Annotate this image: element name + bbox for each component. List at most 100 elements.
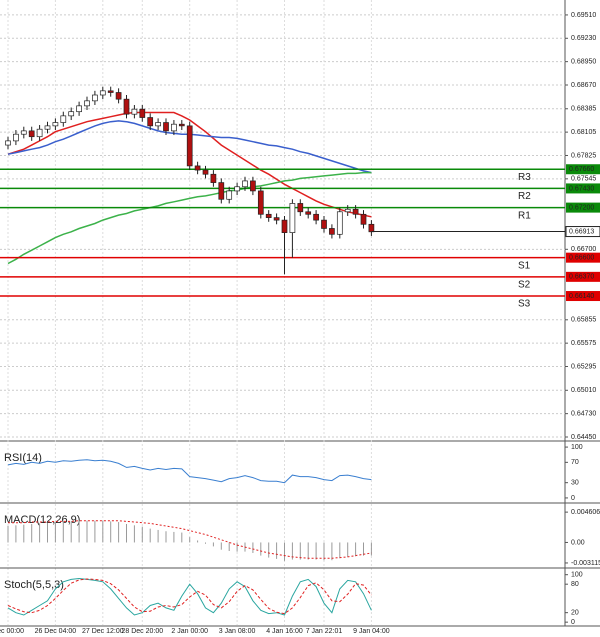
candle-body [321, 219, 327, 229]
candle-body [28, 130, 35, 138]
candle-body [360, 213, 367, 225]
candle-body [226, 190, 233, 200]
line [7, 577, 372, 616]
x-tick-label: 2 Jan 00:00 [171, 628, 208, 635]
last-price-label: 0.66913 [569, 228, 594, 235]
x-tick-label: 3 Jan 08:00 [219, 628, 256, 635]
level-label: 0.66370 [569, 274, 594, 281]
level-name: S3 [518, 299, 531, 310]
level-tag [566, 252, 600, 263]
candle-body [139, 108, 146, 118]
last-price-tag [565, 226, 600, 238]
x-tick-label: Dec 00:00 [0, 628, 24, 635]
candle-body [281, 219, 288, 233]
y-tick-label: 0.64730 [571, 410, 596, 417]
candle-body [202, 169, 209, 175]
candle-body [115, 92, 122, 100]
y-tick-label: 0.68105 [571, 129, 596, 136]
x-tick-label: 27 Dec 12:00 [82, 628, 124, 635]
candle-body [186, 125, 193, 167]
candle-body [273, 217, 280, 221]
candle-body [52, 122, 59, 127]
candle-body [147, 117, 154, 127]
panel-title: MACD(12,26,9) [4, 514, 80, 526]
candle-body [163, 122, 169, 132]
y-tick-label: 30 [571, 480, 579, 487]
candle-body [313, 213, 319, 221]
candle-body [242, 180, 248, 188]
x-tick-label: 7 Jan 22:01 [306, 628, 343, 635]
candle-body [344, 208, 351, 213]
candle-body [107, 90, 114, 93]
y-tick-label: 0.68950 [571, 58, 596, 65]
level-label: 0.66600 [569, 255, 594, 262]
line [7, 171, 372, 265]
y-tick-label: 0.69510 [571, 12, 596, 19]
candle-body [171, 123, 177, 132]
line [7, 578, 372, 615]
level-tag [566, 202, 600, 213]
x-tick-label: 26 Dec 04:00 [35, 628, 77, 635]
candle-body [257, 190, 264, 215]
candle-body [194, 165, 201, 171]
candle-body [13, 133, 19, 142]
y-tick-label: 0.66700 [571, 246, 596, 253]
level-label: 0.67200 [569, 204, 594, 211]
level-name: R3 [518, 172, 531, 183]
candle-body [20, 130, 27, 135]
y-tick-label: 0.65855 [571, 317, 596, 324]
candle-body [123, 98, 130, 115]
y-tick-label: 0.65010 [571, 387, 596, 394]
candle-body [68, 111, 75, 117]
candle-body [84, 100, 90, 107]
candle-body [36, 128, 43, 138]
line [8, 520, 372, 559]
candle-body [178, 123, 185, 127]
y-tick-label: 20 [571, 610, 579, 617]
y-tick-label: 0 [571, 619, 575, 626]
y-tick-label: 70 [571, 459, 579, 466]
candle-body [210, 173, 217, 183]
x-tick-label: 28 Dec 20:00 [121, 628, 163, 635]
level-label: 0.67660 [569, 166, 594, 173]
candle-body [60, 115, 67, 123]
level-tag [566, 183, 600, 194]
level-tag [566, 164, 600, 175]
y-tick-label: 100 [571, 444, 583, 451]
panel-title: RSI(14) [4, 452, 42, 464]
candle-body [76, 105, 82, 113]
panel-title: Stoch(5,5,3) [4, 579, 64, 591]
level-name: S2 [518, 279, 531, 290]
candle-body [297, 203, 304, 213]
candle-body [92, 94, 98, 102]
y-tick-label: 0.00 [571, 539, 585, 546]
candle-body [305, 211, 312, 215]
y-tick-label: 0 [571, 495, 575, 502]
level-tag [566, 271, 600, 282]
candle-body [368, 223, 375, 233]
level-name: S1 [518, 260, 531, 271]
line [7, 111, 372, 218]
y-tick-label: 0.67825 [571, 152, 596, 159]
candle-body [352, 208, 359, 215]
level-label: 0.66140 [569, 293, 594, 300]
candle-body [99, 90, 106, 96]
y-tick-label: 0.68385 [571, 106, 596, 113]
candle-body [131, 108, 138, 115]
candle-body [155, 122, 161, 127]
x-tick-label: 9 Jan 04:00 [353, 628, 390, 635]
candle-body [329, 228, 335, 235]
candle-body [44, 125, 51, 130]
candle-body [250, 180, 256, 192]
y-tick-label: 0.64450 [571, 434, 596, 441]
y-tick-label: 0.69230 [571, 35, 596, 42]
x-tick-label: 4 Jan 16:00 [266, 628, 303, 635]
y-tick-label: 100 [571, 572, 583, 579]
candle-body [234, 186, 240, 192]
y-tick-label: 0.68670 [571, 82, 596, 89]
level-name: R2 [518, 191, 531, 202]
candle-body [218, 182, 225, 200]
candle-body [5, 140, 11, 146]
